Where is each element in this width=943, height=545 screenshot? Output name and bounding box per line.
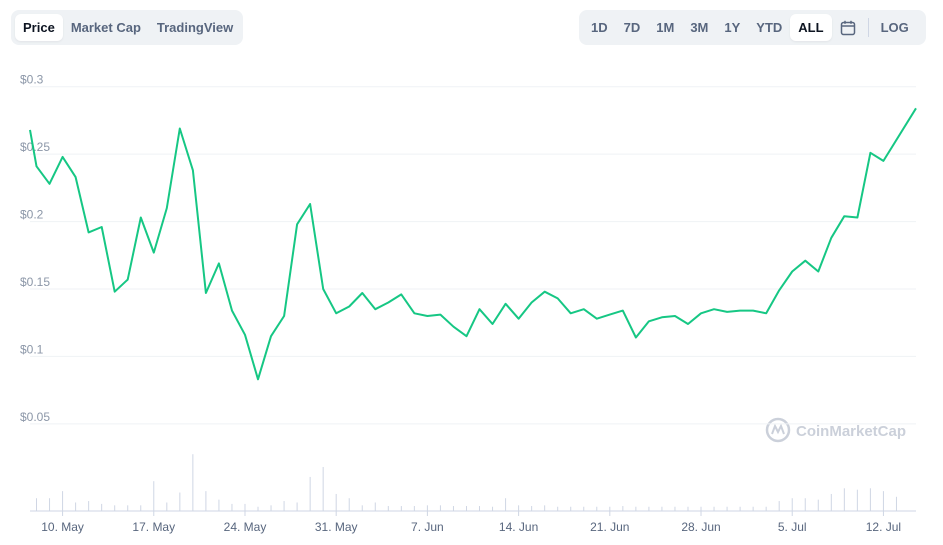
toolbar-divider: [867, 18, 869, 37]
time-range-tabs: 1D 7D 1M 3M 1Y YTD ALL LOG: [579, 10, 926, 45]
x-tick-label: 12. Jul: [866, 520, 901, 534]
log-scale-toggle[interactable]: LOG: [880, 20, 909, 35]
range-all[interactable]: ALL: [790, 14, 832, 41]
x-tick-label: 28. Jun: [681, 520, 720, 534]
tab-price[interactable]: Price: [15, 14, 63, 41]
range-1d[interactable]: 1D: [591, 20, 608, 35]
x-tick-label: 10. May: [41, 520, 84, 534]
y-tick-label: $0.15: [20, 275, 50, 289]
chart-type-tabs: Price Market Cap TradingView: [11, 10, 243, 45]
coinmarketcap-logo-icon: [765, 417, 791, 443]
range-3m[interactable]: 3M: [690, 20, 709, 35]
x-tick-label: 7. Jun: [411, 520, 444, 534]
x-tick-label: 14. Jun: [499, 520, 538, 534]
y-tick-label: $0.2: [20, 208, 44, 222]
range-ytd[interactable]: YTD: [756, 20, 783, 35]
range-1y[interactable]: 1Y: [724, 20, 741, 35]
y-tick-label: $0.25: [20, 140, 50, 154]
price-series-line: [29, 107, 917, 381]
calendar-icon: [840, 20, 855, 35]
watermark: CoinMarketCap: [765, 417, 906, 443]
y-tick-label: $0.1: [20, 342, 44, 356]
tab-market-cap[interactable]: Market Cap: [70, 20, 141, 35]
watermark-text: CoinMarketCap: [796, 423, 906, 440]
y-tick-label: $0.05: [20, 410, 50, 424]
tab-tradingview[interactable]: TradingView: [156, 20, 234, 35]
x-tick-label: 5. Jul: [778, 520, 807, 534]
x-tick-label: 24. May: [224, 520, 267, 534]
x-tick-label: 21. Jun: [590, 520, 629, 534]
x-tick-label: 17. May: [132, 520, 175, 534]
calendar-button[interactable]: [832, 14, 864, 41]
x-tick-label: 31. May: [315, 520, 358, 534]
y-tick-label: $0.3: [20, 73, 44, 87]
range-7d[interactable]: 7D: [623, 20, 641, 35]
range-1m[interactable]: 1M: [656, 20, 675, 35]
